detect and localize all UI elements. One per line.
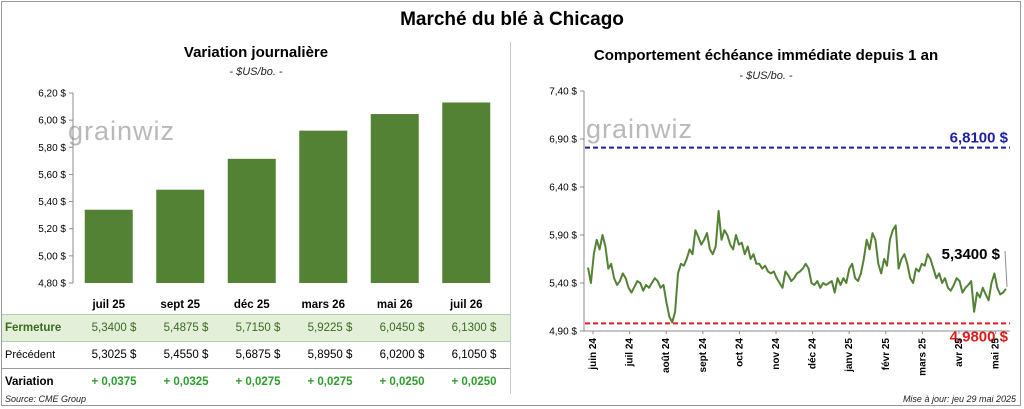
min-label: 4,9800 $ <box>950 328 1009 345</box>
table-cell: + 0,0250 <box>451 376 497 388</box>
left-chart-subtitle: - $US/bo. - <box>229 66 283 78</box>
table-cell: 6,1050 $ <box>438 341 510 369</box>
table-cell: 5,3400 $ <box>78 314 150 342</box>
x-tick-label: mai 25 <box>991 338 1002 370</box>
x-tick-label: mars 25 <box>917 338 928 376</box>
bar <box>156 189 205 283</box>
y-tick-label: 6,20 $ <box>38 89 66 100</box>
x-tick-label: juin 24 <box>588 338 599 371</box>
table-cell: 5,3025 $ <box>78 341 150 369</box>
row-label: Précédent <box>2 341 78 369</box>
bar <box>227 158 276 283</box>
y-tick-label: 5,40 $ <box>549 279 577 290</box>
table-row-variation: Variation + 0,0375 + 0,0325 + 0,0275 + 0… <box>2 369 510 396</box>
price-line <box>587 210 1007 324</box>
table-cell: + 0,0275 <box>307 376 353 388</box>
table-row-precedent: Précédent 5,3025 $ 5,4550 $ 5,6875 $ 5,8… <box>2 341 510 369</box>
table-cell: 5,6875 $ <box>222 341 294 369</box>
y-tick-label: 7,40 $ <box>549 87 577 98</box>
category-label: déc 25 <box>234 299 270 311</box>
left-chart-title: Variation journalière <box>183 44 329 61</box>
category-label: juil 26 <box>449 299 483 311</box>
x-tick-label: nov 24 <box>771 338 782 370</box>
table-cell: 5,4550 $ <box>150 341 222 369</box>
bar <box>370 114 419 284</box>
y-tick-label: 5,60 $ <box>38 170 66 181</box>
y-tick-label: 6,90 $ <box>549 135 577 146</box>
category-label: juil 25 <box>91 299 125 311</box>
price-table: Fermeture 5,3400 $ 5,4875 $ 5,7150 $ 5,9… <box>2 314 510 395</box>
x-tick-label: avr 25 <box>954 338 965 367</box>
bar <box>442 102 491 283</box>
category-label: mai 26 <box>377 299 413 311</box>
table-cell: + 0,0375 <box>91 376 137 388</box>
y-tick-label: 6,40 $ <box>549 183 577 194</box>
max-label: 6,8100 $ <box>950 130 1009 147</box>
y-tick-label: 4,80 $ <box>38 279 66 290</box>
main-title: Marché du blé à Chicago <box>400 9 624 30</box>
source-note: Source: CME Group <box>5 394 87 404</box>
watermark-text: grainwiz <box>586 114 694 144</box>
x-tick-label: janv 25 <box>844 338 855 373</box>
y-tick-label: 6,00 $ <box>38 116 66 127</box>
panel-divider <box>510 42 511 394</box>
table-cell: + 0,0275 <box>235 376 281 388</box>
last-price-label: 5,3400 $ <box>942 246 1001 263</box>
x-tick-label: juil 24 <box>625 338 636 368</box>
table-cell: 5,4875 $ <box>150 314 222 342</box>
table-cell: + 0,0250 <box>379 376 425 388</box>
x-tick-label: oct 24 <box>734 338 745 367</box>
y-tick-label: 5,80 $ <box>38 143 66 154</box>
table-cell: 5,7150 $ <box>222 314 294 342</box>
table-row-fermeture: Fermeture 5,3400 $ 5,4875 $ 5,7150 $ 5,9… <box>2 314 510 342</box>
annotation-leader <box>1004 250 1008 287</box>
x-tick-label: août 24 <box>661 338 672 373</box>
watermark-text: grainwiz <box>68 116 176 146</box>
update-note: Mise à jour: jeu 29 mai 2025 <box>902 394 1016 404</box>
right-chart-title: Comportement échéance immédiate depuis 1… <box>593 47 939 64</box>
x-tick-label: févr 25 <box>881 338 892 371</box>
y-tick-label: 5,20 $ <box>38 224 66 235</box>
row-label: Fermeture <box>2 314 78 342</box>
table-cell: 6,1300 $ <box>438 314 510 342</box>
bar <box>84 209 133 283</box>
x-tick-label: déc 24 <box>808 338 819 370</box>
x-tick-label: sept 24 <box>698 338 709 373</box>
table-cell: 6,0200 $ <box>366 341 438 369</box>
table-cell: 5,8950 $ <box>294 341 366 369</box>
y-tick-label: 5,90 $ <box>549 231 577 242</box>
right-chart-subtitle: - $US/bo. - <box>739 70 793 82</box>
category-label: mars 26 <box>302 299 345 311</box>
left-watermark: grainwiz <box>68 116 175 147</box>
y-tick-label: 5,00 $ <box>38 251 66 262</box>
row-label: Variation <box>5 376 54 388</box>
y-tick-label: 5,40 $ <box>38 197 66 208</box>
table-cell: 6,0450 $ <box>366 314 438 342</box>
category-label: sept 25 <box>160 299 200 311</box>
y-tick-label: 4,90 $ <box>549 327 577 338</box>
table-cell: 5,9225 $ <box>294 314 366 342</box>
table-cell: + 0,0325 <box>163 376 209 388</box>
bar-chart: 4,80 $ 5,00 $ 5,20 $ 5,40 $ 5,60 $ 5,80 $ 6,00… <box>38 89 491 311</box>
right-watermark: grainwiz <box>586 114 693 145</box>
bar <box>299 130 348 283</box>
